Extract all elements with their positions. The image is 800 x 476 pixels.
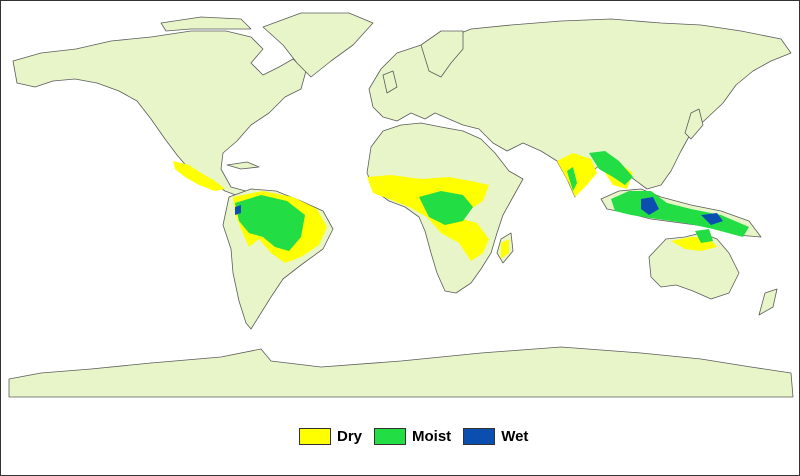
wet-zone-new-guinea [701, 213, 723, 225]
japan-land [684, 108, 704, 140]
dry-zone-madagascar [501, 239, 509, 259]
antarctica-land [8, 346, 794, 398]
legend-item-dry: Dry [299, 428, 362, 445]
moist-zone-australia [695, 229, 713, 243]
legend-item-moist: Moist [374, 428, 451, 445]
legend-swatch-dry [299, 428, 331, 445]
moist-zone-indochina [589, 151, 633, 185]
legend-label-wet: Wet [501, 428, 529, 445]
moist-zone-india-ghats [567, 167, 577, 191]
legend-label-moist: Moist [412, 428, 452, 445]
wet-zone-borneo [641, 197, 659, 215]
legend: Dry Moist Wet [299, 428, 540, 445]
arctic-islands-land [160, 16, 252, 32]
moist-zone-congo [419, 191, 473, 225]
dry-zone-india [557, 153, 597, 197]
caribbean-islands-land [226, 161, 260, 170]
north-america-land [12, 30, 307, 198]
dry-zone-central-america [173, 161, 225, 191]
australia-land [648, 232, 740, 300]
land-masses [8, 12, 794, 398]
wet-zones [235, 197, 723, 225]
legend-item-wet: Wet [463, 428, 528, 445]
legend-swatch-moist [374, 428, 407, 445]
legend-swatch-wet [463, 428, 496, 445]
greenland-land [262, 12, 374, 78]
british-isles-land [382, 70, 398, 94]
new-zealand-land [758, 288, 778, 316]
legend-label-dry: Dry [337, 428, 363, 445]
europe-asia-land [368, 18, 792, 198]
scandinavia-land [420, 30, 464, 78]
wet-zone-amazon [235, 205, 241, 215]
moist-zone-amazon [235, 195, 305, 251]
